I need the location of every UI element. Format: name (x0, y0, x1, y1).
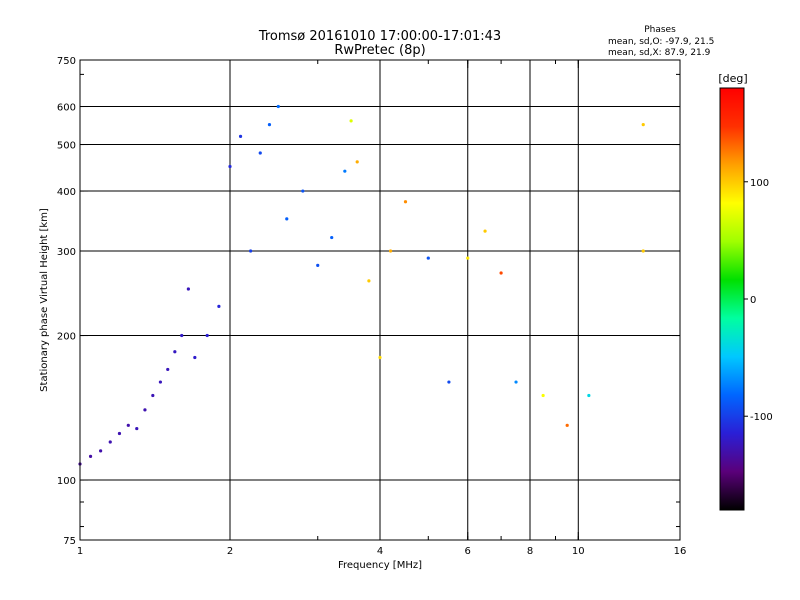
data-point (565, 423, 569, 427)
data-point (499, 271, 503, 275)
data-point (186, 287, 190, 291)
data-points (78, 104, 645, 466)
x-tick-label: 1 (77, 546, 83, 557)
chart-title: Tromsø 20161010 17:00:00-17:01:43 (258, 29, 501, 44)
colorbar-tick-label: 100 (750, 178, 769, 189)
data-point (158, 380, 163, 384)
data-point (426, 256, 430, 260)
colorbar-label: [deg] (718, 72, 747, 85)
data-point (135, 426, 139, 431)
data-point (378, 355, 382, 360)
data-point (151, 393, 155, 398)
data-point (267, 123, 272, 127)
data-point (330, 235, 334, 240)
data-point (249, 249, 253, 253)
y-tick-label: 200 (57, 332, 76, 343)
data-point (117, 431, 122, 436)
data-point (238, 134, 243, 138)
stats-line-x: mean, sd,X: 87.9, 21.9 (608, 48, 711, 58)
y-tick-label: 500 (57, 141, 76, 152)
y-tick-label: 600 (57, 103, 76, 114)
data-point (587, 393, 591, 398)
data-point (349, 119, 353, 123)
data-point (641, 249, 645, 253)
chart-subtitle: RwPretec (8p) (334, 43, 425, 58)
data-point (355, 160, 359, 164)
data-point (88, 454, 93, 459)
data-point (193, 355, 197, 360)
data-point (316, 263, 320, 267)
data-point (173, 350, 177, 354)
data-point (180, 333, 184, 338)
x-tick-label: 4 (377, 546, 383, 557)
x-tick-label: 10 (572, 546, 585, 557)
data-point (301, 189, 305, 193)
data-point (108, 440, 112, 444)
x-tick-label: 6 (465, 546, 471, 557)
colorbar-tick-label: 0 (750, 295, 756, 306)
data-point (466, 256, 470, 260)
x-tick-label: 16 (674, 546, 687, 557)
y-tick-label: 750 (57, 56, 76, 67)
x-tick-label: 2 (227, 546, 233, 557)
y-tick-label: 100 (57, 476, 76, 487)
colorbar-tick-label: -100 (750, 412, 773, 423)
data-point (343, 169, 347, 173)
axis-ticks: 1 2 4 6 8 10 16 75 100 200 300 400 500 600 750 (57, 56, 686, 557)
data-point (205, 333, 209, 338)
data-point (388, 249, 393, 253)
data-point (641, 123, 645, 127)
y-tick-label: 75 (63, 536, 76, 547)
data-point (276, 104, 280, 109)
colorbar: [deg] 100 0 -100 (718, 72, 773, 511)
grid-lines (80, 60, 680, 540)
data-point (166, 367, 170, 372)
data-point (228, 164, 232, 169)
data-point (143, 408, 147, 412)
x-axis-label: Frequency [MHz] (338, 560, 422, 571)
data-point (447, 380, 451, 384)
data-point (217, 304, 221, 309)
data-point (99, 449, 103, 453)
data-point (483, 229, 487, 233)
data-point (258, 151, 262, 155)
y-axis-label: Stationary phase Virtual Height [km] (39, 208, 50, 392)
data-point (367, 279, 371, 283)
x-tick-label: 8 (527, 546, 533, 557)
y-tick-label: 400 (57, 187, 76, 198)
stats-line-o: mean, sd,O: -97.9, 21.5 (608, 37, 714, 47)
data-point (403, 200, 408, 204)
y-tick-label: 300 (57, 247, 76, 258)
data-point (285, 217, 289, 221)
stats-heading: Phases (644, 25, 676, 35)
data-point (514, 380, 518, 384)
data-point (126, 423, 130, 427)
data-point (541, 393, 545, 398)
colorbar-gradient (719, 87, 745, 511)
